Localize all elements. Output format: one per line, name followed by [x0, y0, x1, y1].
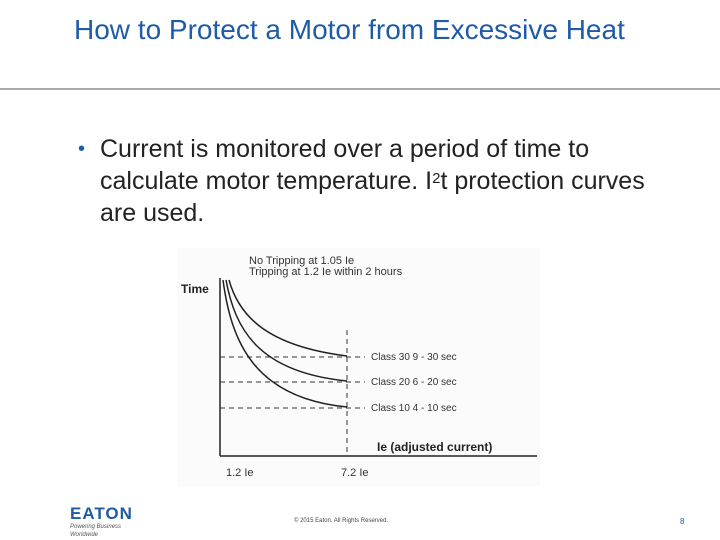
- note-tripping: Tripping at 1.2 Ie within 2 hours: [249, 266, 403, 278]
- page-number: 8: [680, 517, 685, 526]
- slide-title: How to Protect a Motor from Excessive He…: [74, 14, 625, 45]
- x-tick-1-2-ie: 1.2 Ie: [226, 467, 254, 479]
- logo-wordmark: EATON: [70, 504, 133, 523]
- eaton-logo: EATON Powering Business Worldwide: [70, 504, 150, 539]
- note-no-tripping: No Tripping at 1.05 Ie: [249, 255, 354, 267]
- class10-curve: [222, 279, 348, 408]
- x-axis-label: Ie (adjusted current): [377, 440, 492, 454]
- y-axis-label: Time: [181, 282, 209, 296]
- class10-label: Class 10 4 - 10 sec: [371, 403, 457, 414]
- logo-tagline: Powering Business Worldwide: [70, 524, 122, 538]
- class30-label: Class 30 9 - 30 sec: [371, 352, 457, 363]
- trip-curve-figure: No Tripping at 1.05 Ie Tripping at 1.2 I…: [177, 248, 540, 486]
- class20-label: Class 20 6 - 20 sec: [371, 377, 457, 388]
- bullet-dot: •: [78, 138, 86, 160]
- title-divider: [0, 88, 720, 90]
- bullet-text-part2: t protection curves are used.: [100, 167, 645, 227]
- class20-curve: [225, 279, 348, 382]
- bullet-superscript: 2: [432, 170, 441, 187]
- bullet-text: Current is monitored over a period of ti…: [100, 133, 670, 229]
- trip-curve-svg: No Tripping at 1.05 Ie Tripping at 1.2 I…: [181, 255, 537, 479]
- copyright-text: © 2015 Eaton. All Rights Reserved.: [294, 518, 389, 524]
- class30-curve: [228, 279, 348, 357]
- bullet-text-part1: Current is monitored over a period of ti…: [100, 135, 590, 195]
- x-tick-7-2-ie: 7.2 Ie: [341, 467, 369, 479]
